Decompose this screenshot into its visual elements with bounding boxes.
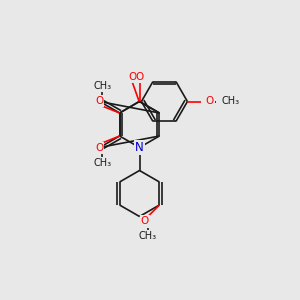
Text: O: O bbox=[128, 72, 136, 82]
Text: CH₃: CH₃ bbox=[93, 158, 111, 168]
Text: CH₃: CH₃ bbox=[139, 232, 157, 242]
Text: CH₃: CH₃ bbox=[93, 81, 111, 91]
Text: O: O bbox=[205, 97, 214, 106]
Text: CH₃: CH₃ bbox=[221, 97, 239, 106]
Text: O: O bbox=[95, 143, 103, 153]
Text: O: O bbox=[135, 72, 144, 82]
Text: O: O bbox=[95, 96, 103, 106]
Text: O: O bbox=[141, 217, 149, 226]
Text: N: N bbox=[135, 141, 144, 154]
